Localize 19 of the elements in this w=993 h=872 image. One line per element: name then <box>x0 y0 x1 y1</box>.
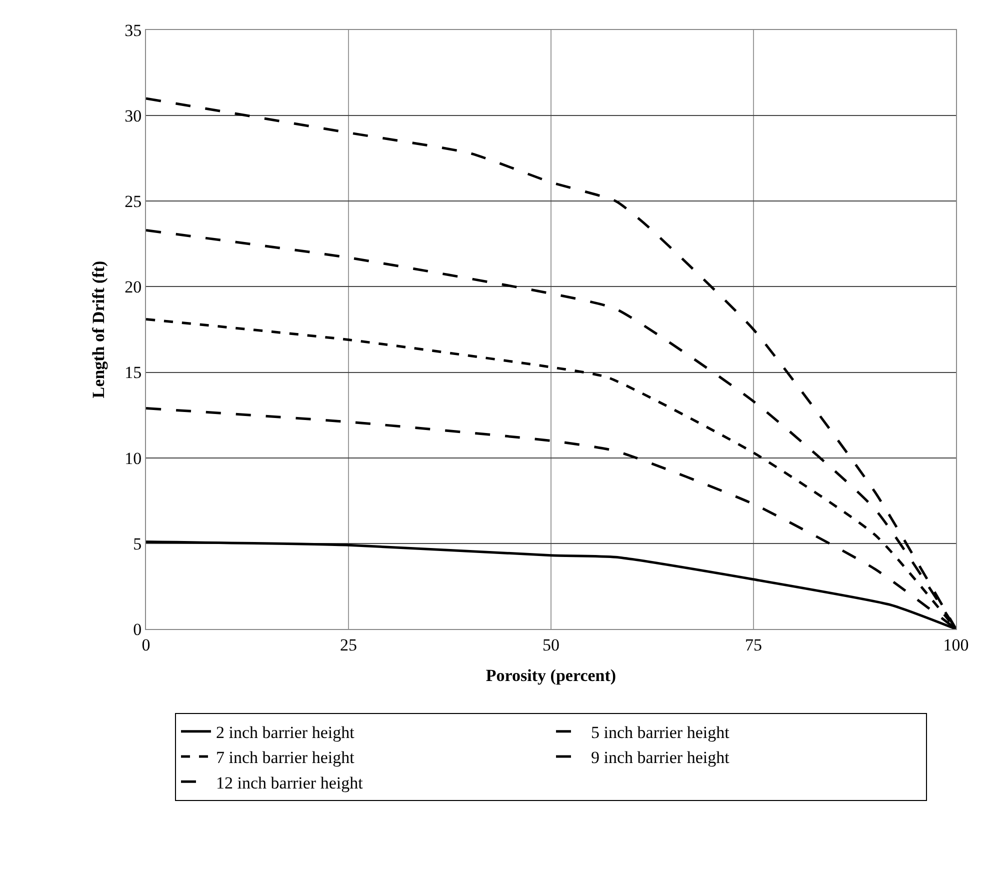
y-axis-title: Length of Drift (ft) <box>89 260 108 398</box>
y-tick-label: 20 <box>124 278 142 297</box>
y-tick-label: 0 <box>133 620 142 639</box>
y-tick-label: 15 <box>124 363 142 382</box>
legend-label: 5 inch barrier height <box>591 723 730 742</box>
legend-label: 7 inch barrier height <box>216 748 355 768</box>
y-tick-label: 30 <box>124 106 142 126</box>
y-tick-label: 25 <box>124 192 142 212</box>
x-tick-label: 75 <box>745 635 762 654</box>
legend-label: 9 inch barrier height <box>591 748 730 768</box>
y-tick-label: 5 <box>133 534 142 554</box>
x-tick-label: 25 <box>340 635 357 654</box>
legend-label: 12 inch barrier height <box>216 773 364 792</box>
y-tick-label: 10 <box>124 448 142 468</box>
legend-label: 2 inch barrier height <box>216 723 355 742</box>
x-tick-label: 100 <box>943 635 969 654</box>
x-axis-title: Porosity (percent) <box>486 666 616 685</box>
y-tick-label: 35 <box>124 20 142 40</box>
x-tick-label: 50 <box>542 635 560 654</box>
